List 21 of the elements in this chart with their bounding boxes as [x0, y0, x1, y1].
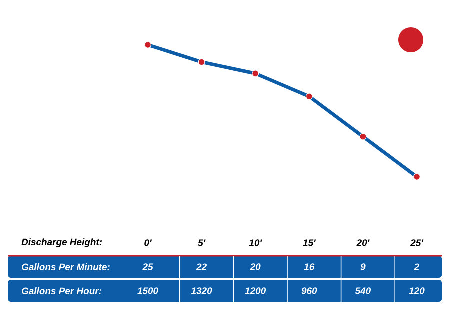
x-axis-title: Discharge Height: [22, 238, 102, 248]
data-label: 22 [196, 264, 207, 270]
x-tick-label: 0' [144, 240, 152, 246]
text: Gallons Per Minute: [22, 264, 110, 270]
data-label: 2 [414, 264, 420, 270]
text: 1200 [245, 288, 266, 294]
text: 1500 [138, 288, 158, 294]
data-label: 20 [250, 264, 261, 270]
data-label: 25 [142, 264, 154, 270]
text: 120 [409, 288, 425, 294]
x-tick-label: 5' [198, 240, 206, 246]
text: 540 [355, 288, 372, 294]
x-tick-label: 25' [410, 240, 424, 246]
text: 960 [302, 288, 318, 294]
data-label: 16 [304, 264, 315, 270]
x-tick-label: 15' [303, 240, 316, 246]
text: 1320 [191, 288, 212, 294]
data-label: 9 [360, 264, 366, 270]
x-tick-label: 20' [356, 240, 370, 246]
x-tick-label: 10' [249, 240, 262, 246]
text: Gallons Per Hour: [22, 288, 102, 294]
